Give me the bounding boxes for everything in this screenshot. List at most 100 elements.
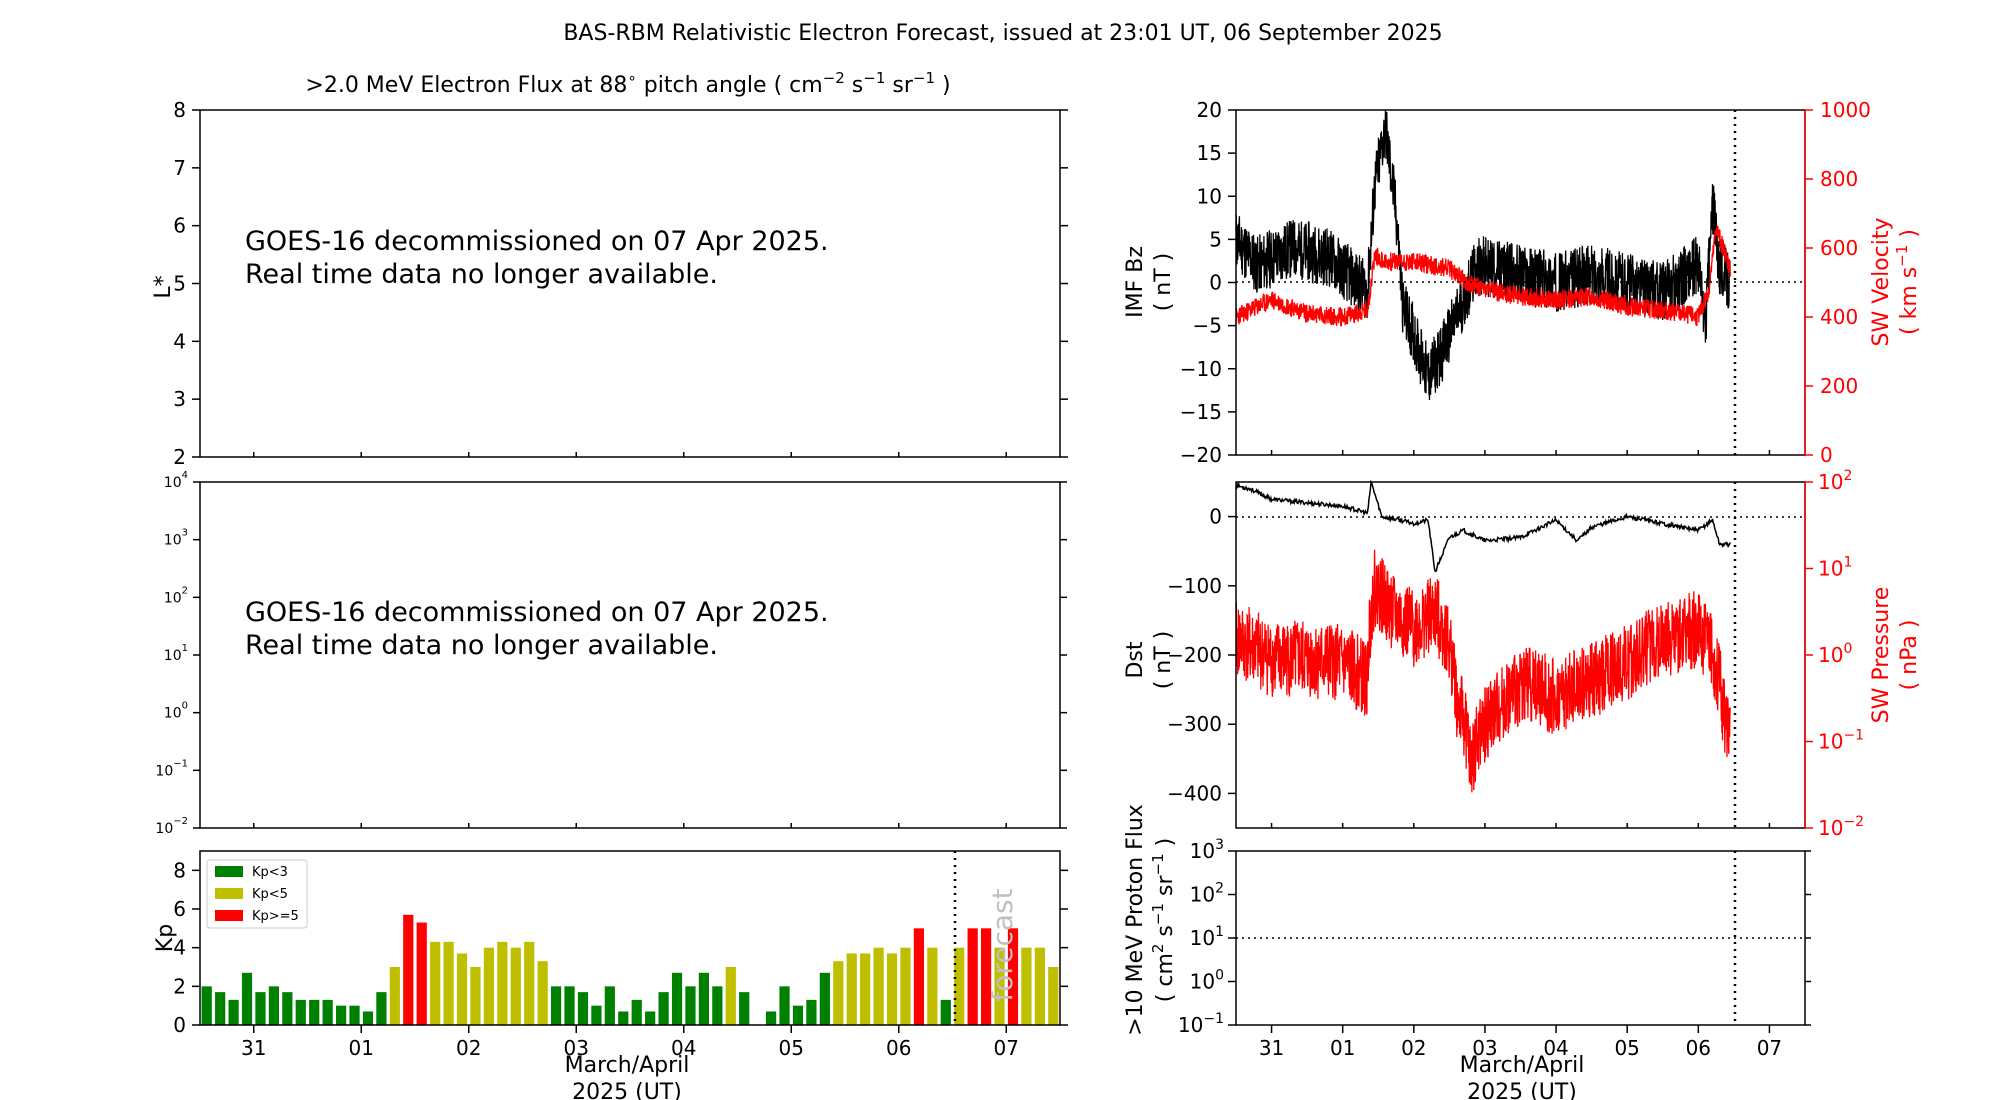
kp-bar (201, 986, 212, 1025)
kp-xlabel-line-2: 2025 (UT) (572, 1080, 682, 1100)
proton-ylabel-line-1: >10 MeV Proton Flux (1123, 804, 1148, 1036)
dst-y2label-line-2: ( nPa ) (1897, 620, 1922, 691)
imf-panel: −20 −15 −10 −5 0 5 10 15 20 0 200 400 600 800 1000 IM… (1123, 98, 1922, 467)
kp-bar (282, 992, 293, 1025)
proton-xtick-label: 01 (1330, 1036, 1355, 1060)
lshell-ylabel: L* (151, 275, 176, 298)
kp-bar (712, 986, 723, 1025)
imf-bz-line (1235, 109, 1731, 401)
kp-bar (806, 999, 817, 1025)
kp-bar (295, 999, 306, 1025)
kp-bar (443, 941, 454, 1025)
kp-bar (470, 967, 481, 1025)
kp-bar (268, 986, 280, 1025)
flux-message-line-1: GOES-16 decommissioned on 07 Apr 2025. (245, 597, 829, 628)
kp-bar (967, 928, 978, 1025)
imf-y-axis: −20 −15 −10 −5 0 5 10 15 20 (1180, 98, 1236, 467)
lshell-ytick-label: 4 (173, 329, 186, 353)
kp-bar (900, 947, 911, 1025)
dst-ylabel-line-1: Dst (1123, 641, 1148, 678)
kp-bar (994, 947, 1005, 1025)
kp-xtick-label: 06 (886, 1036, 911, 1060)
kp-bar (335, 1005, 347, 1025)
proton-xtick-label: 05 (1614, 1036, 1639, 1060)
kp-bar (860, 953, 871, 1025)
lshell-panel-title: >2.0 MeV Electron Flux at 88∘ pitch angl… (305, 69, 950, 98)
flux-panel: 10−2 10−1 100 101 102 103 104 GOES-16 decommis… (155, 470, 1067, 837)
kp-bar (309, 999, 320, 1025)
flux-ytick-label: 101 (164, 643, 188, 664)
imf-y2-axis: 0 200 400 600 800 1000 (1804, 98, 1871, 467)
kp-ytick-label: 4 (173, 936, 186, 960)
proton-xlabel-line-1: March/April (1460, 1053, 1585, 1078)
kp-ytick-label: 8 (173, 858, 186, 882)
proton-xlabel-line-2: 2025 (UT) (1467, 1080, 1577, 1100)
kp-bar (819, 972, 830, 1025)
kp-xtick-label: 05 (779, 1036, 804, 1060)
lshell-y-axis: 2 3 4 5 6 7 8 (173, 98, 1068, 469)
flux-ytick-label: 102 (164, 585, 188, 606)
kp-bar (954, 947, 965, 1025)
kp-ylabel: Kp (153, 924, 178, 952)
kp-xtick-label: 03 (564, 1036, 589, 1060)
kp-bar (873, 947, 884, 1025)
kp-bar (550, 986, 562, 1025)
imf-y2label-line-1: SW Velocity (1869, 217, 1894, 346)
dst-ytick-label: −300 (1167, 712, 1222, 736)
kp-bar (510, 947, 521, 1025)
kp-bar (215, 992, 226, 1025)
imf-lines (1235, 109, 1731, 401)
kp-bar (886, 953, 898, 1025)
kp-bar (618, 1011, 629, 1025)
kp-bar (658, 992, 669, 1025)
kp-bar (739, 992, 750, 1025)
kp-bar (537, 961, 548, 1025)
dst-ytick-label: −100 (1167, 574, 1222, 598)
kp-bar (940, 999, 951, 1025)
kp-bar (1007, 928, 1019, 1025)
kp-bar (591, 1005, 602, 1025)
kp-x-axis: 31 01 02 03 04 05 06 07 (241, 452, 1019, 1060)
kp-legend: Kp<3 Kp<5 Kp>=5 (206, 859, 308, 929)
dst-y2tick-label: 10−2 (1818, 814, 1864, 840)
sw-velocity-line (1235, 225, 1731, 327)
kp-xtick-label: 07 (994, 1036, 1019, 1060)
kp-bars (201, 914, 1059, 1025)
kp-bar (725, 967, 736, 1025)
kp-bar (241, 972, 253, 1025)
imf-ylabel-line-2: ( nT ) (1151, 253, 1176, 312)
dst-ylabel-line-2: ( nT ) (1151, 631, 1176, 690)
figure-title: BAS-RBM Relativistic Electron Forecast, … (563, 21, 1442, 46)
proton-xtick-label: 04 (1543, 1036, 1568, 1060)
proton-ytick-label: 101 (1190, 924, 1224, 950)
dst-y2label-line-1: SW Pressure (1869, 587, 1894, 724)
proton-x-axis: 31 01 02 03 04 05 06 07 (1259, 450, 1782, 1060)
kp-bar (685, 986, 696, 1025)
kp-xtick-label: 01 (349, 1036, 374, 1060)
flux-y-axis: 10−2 10−1 100 101 102 103 104 (155, 470, 1067, 837)
imf-ytick-label: −5 (1193, 314, 1222, 338)
kp-bar (524, 941, 535, 1025)
kp-bar (322, 999, 333, 1025)
lshell-ytick-label: 6 (173, 214, 186, 238)
kp-bar (430, 941, 441, 1025)
imf-ytick-label: 10 (1197, 184, 1222, 208)
kp-legend-swatch-mid (215, 888, 243, 899)
kp-bar (604, 986, 615, 1025)
imf-ytick-label: 20 (1197, 98, 1222, 122)
proton-ytick-label: 10−1 (1178, 1011, 1224, 1037)
kp-bar (497, 941, 508, 1025)
kp-bar (927, 947, 938, 1025)
kp-bar (564, 986, 575, 1025)
dst-y2tick-label: 100 (1818, 641, 1852, 667)
kp-xtick-label: 02 (456, 1036, 481, 1060)
dst-y2tick-label: 101 (1818, 555, 1852, 581)
kp-bar (833, 961, 844, 1025)
flux-ytick-label: 103 (164, 528, 188, 549)
imf-y2tick-label: 600 (1820, 236, 1858, 260)
kp-bar (846, 953, 857, 1025)
proton-xtick-label: 06 (1686, 1036, 1711, 1060)
flux-ytick-label: 100 (164, 701, 188, 722)
